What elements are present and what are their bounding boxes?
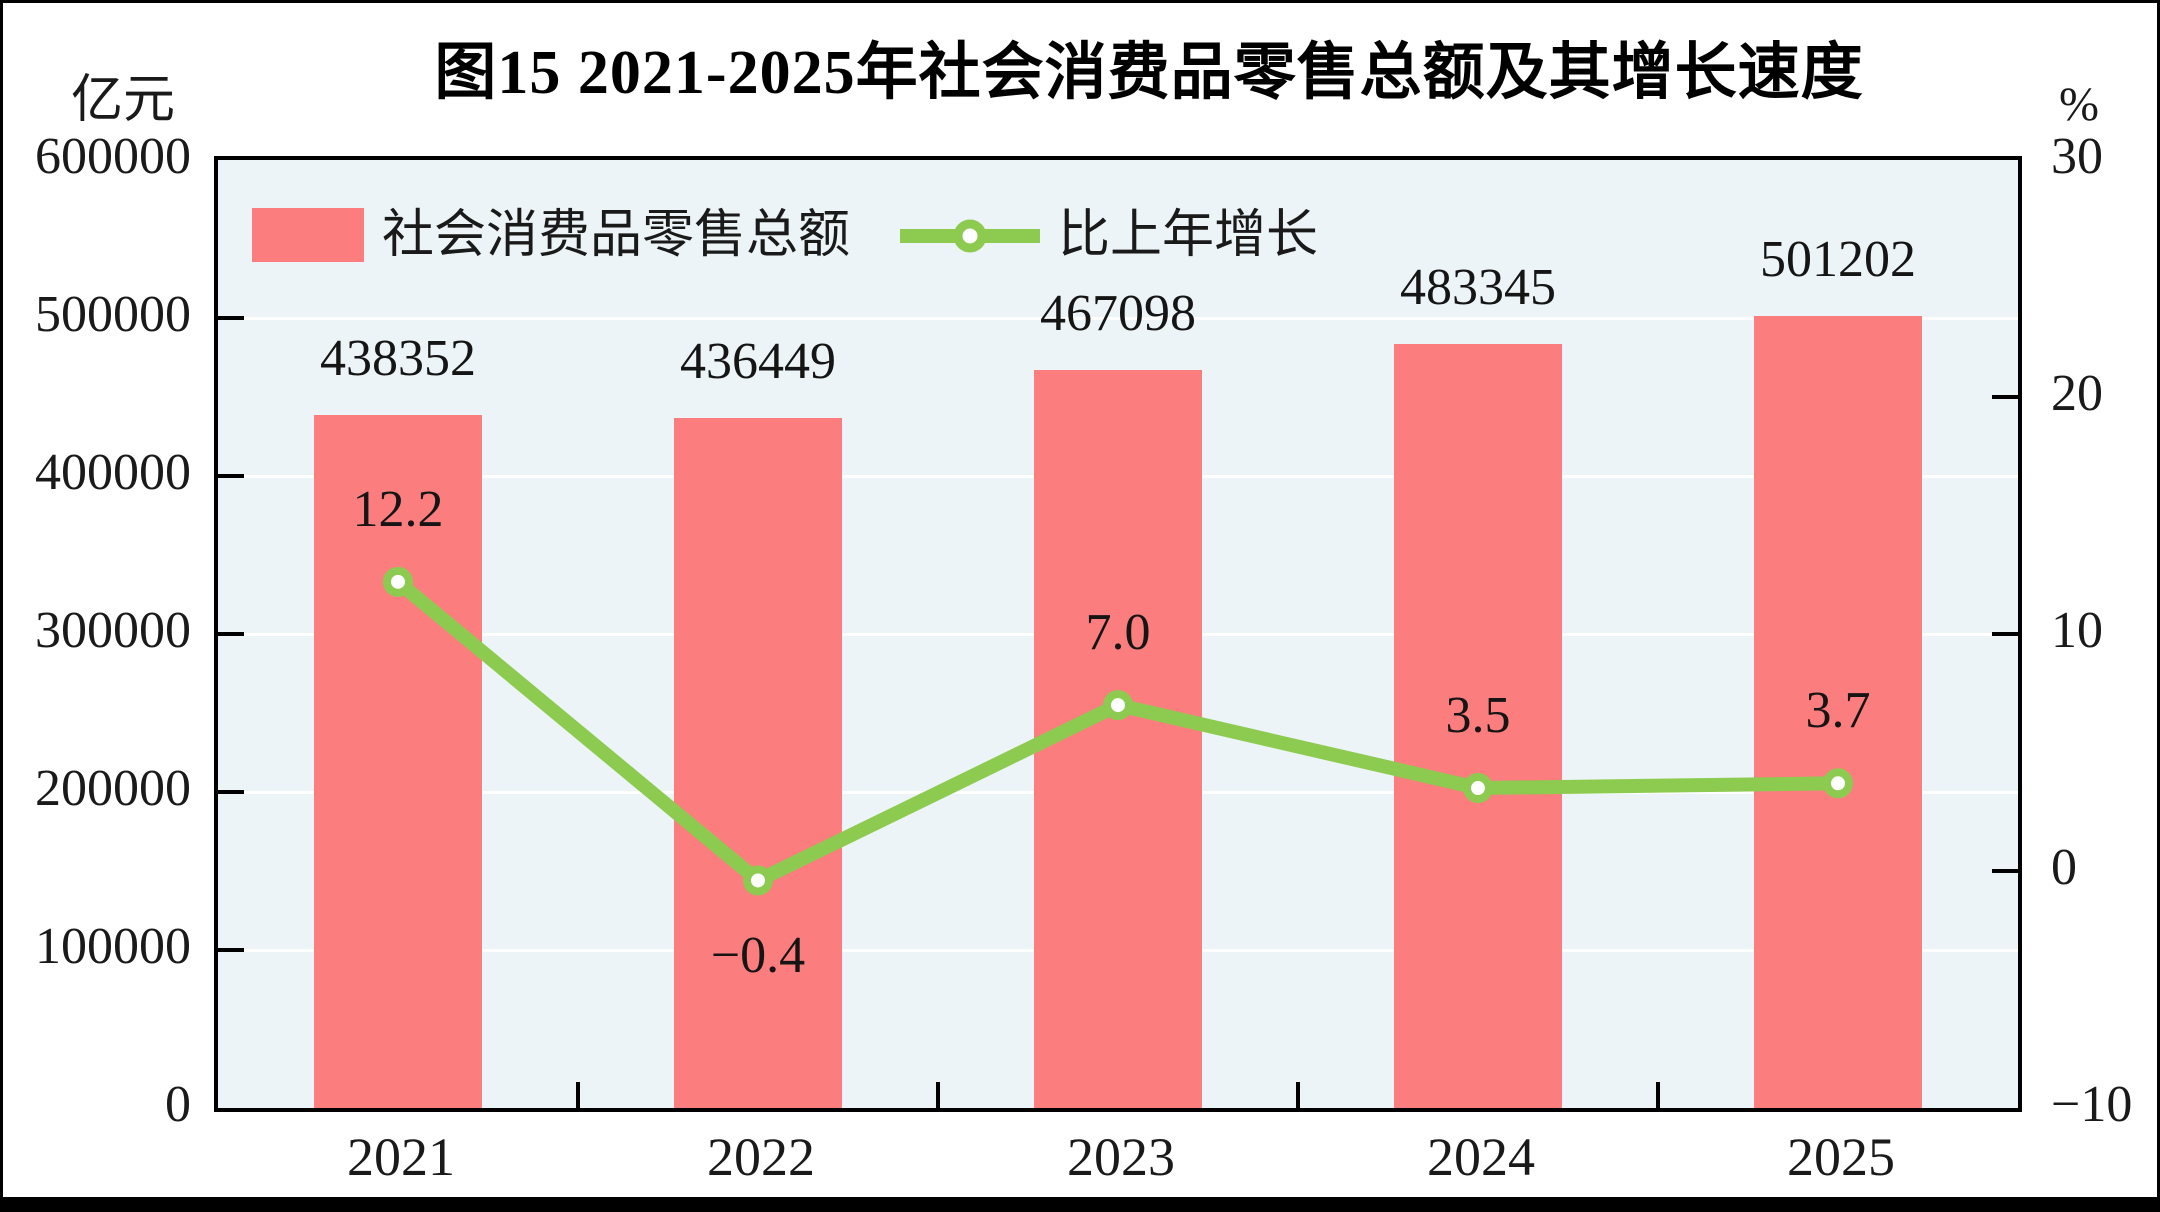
right-axis-tick-label: 10 xyxy=(2051,602,2103,659)
gridline xyxy=(218,316,2018,320)
left-axis-tick-label: 200000 xyxy=(35,760,191,817)
right-axis-tick-label: −10 xyxy=(2051,1076,2133,1133)
x-axis-label-2025: 2025 xyxy=(1787,1127,1895,1187)
growth-value-label: 3.7 xyxy=(1805,682,1871,740)
plot-area: 社会消费品零售总额 比上年增长 438352 436449 467098 483345… xyxy=(214,156,2022,1112)
left-axis-tick xyxy=(218,948,244,952)
bottom-axis-tick xyxy=(1296,1082,1300,1108)
line-marker-2022 xyxy=(743,865,773,896)
bottom-axis-tick xyxy=(936,1082,940,1108)
bottom-axis-tick xyxy=(576,1082,580,1108)
bar-2021 xyxy=(314,415,482,1108)
bar-2022 xyxy=(674,418,842,1108)
left-axis-unit: 亿元 xyxy=(71,72,176,129)
bar-value-label: 501202 xyxy=(1760,231,1916,289)
legend-bar-swatch xyxy=(252,208,364,262)
x-axis-label-2023: 2023 xyxy=(1067,1127,1175,1187)
line-marker-2024 xyxy=(1463,773,1493,804)
legend-label-growth: 比上年增长 xyxy=(1058,207,1319,264)
bar-value-label: 436449 xyxy=(680,333,836,391)
right-axis-tick xyxy=(1992,869,2018,873)
line-marker-2021 xyxy=(383,566,413,597)
bottom-axis-tick xyxy=(1656,1082,1660,1108)
left-axis-tick-label: 300000 xyxy=(35,602,191,659)
x-axis-label-2022: 2022 xyxy=(707,1127,815,1187)
left-axis-tick-label: 400000 xyxy=(35,444,191,501)
bar-value-label: 467098 xyxy=(1040,284,1196,342)
left-axis-tick xyxy=(218,790,244,794)
bar-2024 xyxy=(1394,344,1562,1108)
left-axis-tick xyxy=(218,632,244,636)
left-axis-tick-label: 600000 xyxy=(35,128,191,185)
left-axis-tick-label: 500000 xyxy=(35,286,191,343)
left-axis-tick xyxy=(218,474,244,478)
bar-2025 xyxy=(1754,316,1922,1108)
growth-value-label: 7.0 xyxy=(1085,604,1151,662)
left-axis-tick-label: 0 xyxy=(165,1076,191,1133)
left-axis-tick-label: 100000 xyxy=(35,918,191,975)
legend-label-retail-total: 社会消费品零售总额 xyxy=(382,207,851,264)
growth-value-label: −0.4 xyxy=(710,927,806,985)
right-axis-tick-label: 0 xyxy=(2051,839,2077,896)
x-axis-label-2024: 2024 xyxy=(1427,1127,1535,1187)
growth-value-label: 12.2 xyxy=(352,480,444,538)
right-axis-tick-label: 20 xyxy=(2051,365,2103,422)
left-axis-tick xyxy=(218,316,244,320)
line-marker-2023 xyxy=(1103,690,1133,721)
line-marker-2025 xyxy=(1823,768,1853,799)
bar-value-label: 438352 xyxy=(320,330,476,388)
right-axis-tick xyxy=(1992,395,2018,399)
chart-title: 图15 2021-2025年社会消费品零售总额及其增长速度 xyxy=(434,39,1864,107)
right-axis-unit: % xyxy=(2059,78,2099,131)
legend-line-marker xyxy=(900,219,1040,253)
growth-value-label: 3.5 xyxy=(1445,687,1511,745)
growth-line-layer xyxy=(383,566,1853,896)
right-axis-tick-label: 30 xyxy=(2051,128,2103,185)
right-axis-tick xyxy=(1992,632,2018,636)
bar-value-label: 483345 xyxy=(1400,259,1556,317)
x-axis-label-2021: 2021 xyxy=(347,1127,455,1187)
